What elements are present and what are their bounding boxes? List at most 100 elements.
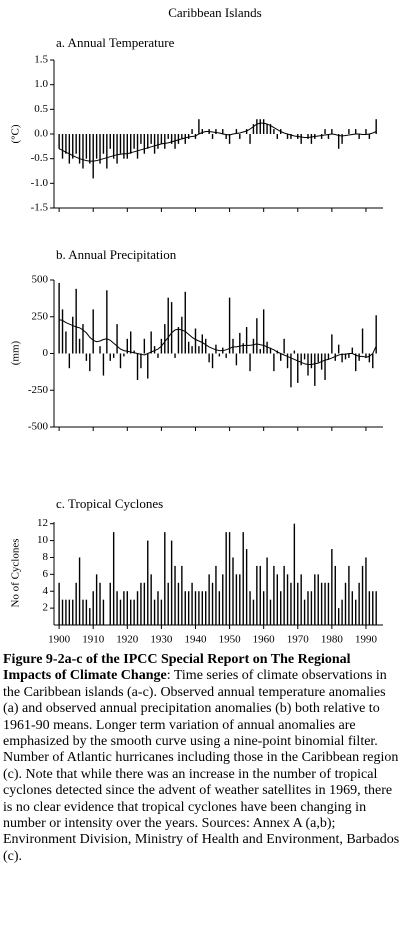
bar (327, 582, 330, 625)
bar (160, 599, 163, 625)
bar (136, 134, 139, 159)
bar (119, 134, 122, 154)
bar (99, 346, 101, 354)
bar (170, 134, 173, 144)
panel-title: c. Tropical Cyclones (56, 496, 163, 511)
y-tick-label: 10 (37, 534, 49, 546)
bar (194, 591, 197, 625)
bar (89, 353, 91, 372)
bar (259, 349, 261, 354)
bar (300, 353, 302, 366)
bar (106, 290, 108, 354)
bar (95, 134, 98, 159)
bar (344, 353, 347, 360)
bar (170, 302, 173, 354)
bar (215, 129, 217, 134)
bar (310, 134, 313, 144)
bar (351, 591, 354, 625)
bar (126, 134, 129, 159)
bar (208, 353, 210, 363)
bar (198, 119, 200, 134)
bar (198, 591, 200, 625)
bar (211, 582, 214, 625)
bar (174, 353, 176, 358)
bar (222, 574, 224, 625)
bar (92, 309, 94, 354)
bar (157, 353, 159, 358)
bar (187, 134, 190, 139)
bar (177, 327, 180, 354)
bar (290, 582, 292, 625)
bar (133, 350, 135, 354)
y-tick-label: 500 (32, 274, 49, 286)
bar (58, 282, 60, 354)
bar (286, 134, 289, 139)
bar (140, 353, 142, 369)
bar (341, 134, 343, 144)
bar (143, 338, 146, 354)
bar (140, 582, 142, 625)
bar (355, 129, 357, 134)
bar (167, 297, 169, 354)
bar (300, 134, 302, 144)
bar (355, 353, 357, 372)
bar (136, 591, 139, 625)
bar (300, 574, 302, 625)
bar (133, 599, 135, 625)
bar (269, 347, 272, 354)
bar (334, 565, 336, 625)
bar (147, 134, 149, 149)
bar (157, 591, 159, 625)
bar (365, 557, 367, 625)
bar (276, 134, 279, 139)
bar (130, 599, 132, 625)
bar (331, 129, 333, 134)
bar (68, 134, 71, 164)
bar (239, 332, 241, 354)
bar (252, 124, 255, 134)
bar (262, 309, 265, 354)
bar (150, 134, 152, 144)
bar (256, 565, 258, 625)
bar (242, 532, 244, 625)
bar (218, 591, 221, 625)
bar (355, 599, 357, 625)
bar (358, 353, 360, 361)
bar (89, 134, 91, 164)
bar (147, 353, 149, 379)
bar (85, 353, 88, 361)
bar (245, 549, 248, 625)
bar (184, 134, 186, 144)
bar (99, 582, 101, 625)
bar (123, 591, 125, 625)
bar (170, 540, 173, 625)
bar (205, 338, 207, 354)
y-tick-label: 6 (43, 568, 49, 580)
bar (337, 344, 340, 354)
bar (130, 331, 132, 354)
bar (68, 353, 71, 369)
y-tick-label: 4 (43, 585, 49, 597)
bar (215, 344, 217, 354)
y-tick-label: 0.5 (34, 103, 48, 115)
bar (126, 591, 129, 625)
bar (307, 134, 309, 139)
x-tick-label: 1930 (150, 634, 173, 646)
caption: Figure 9-2a-c of the IPCC Special Report… (3, 652, 401, 865)
bar (78, 134, 81, 164)
bar (225, 353, 227, 358)
bar (140, 134, 142, 144)
y-tick-label: -1.0 (31, 177, 49, 189)
bar (211, 134, 214, 139)
bar (276, 574, 279, 625)
bar (143, 582, 146, 625)
bar (181, 316, 183, 354)
bar (61, 599, 64, 625)
bar (324, 582, 326, 625)
bar (58, 134, 60, 149)
caption-text: : Time series of climate observations in… (3, 668, 400, 864)
bar (290, 353, 292, 388)
bar (327, 353, 330, 360)
y-tick-label: 8 (43, 551, 49, 563)
